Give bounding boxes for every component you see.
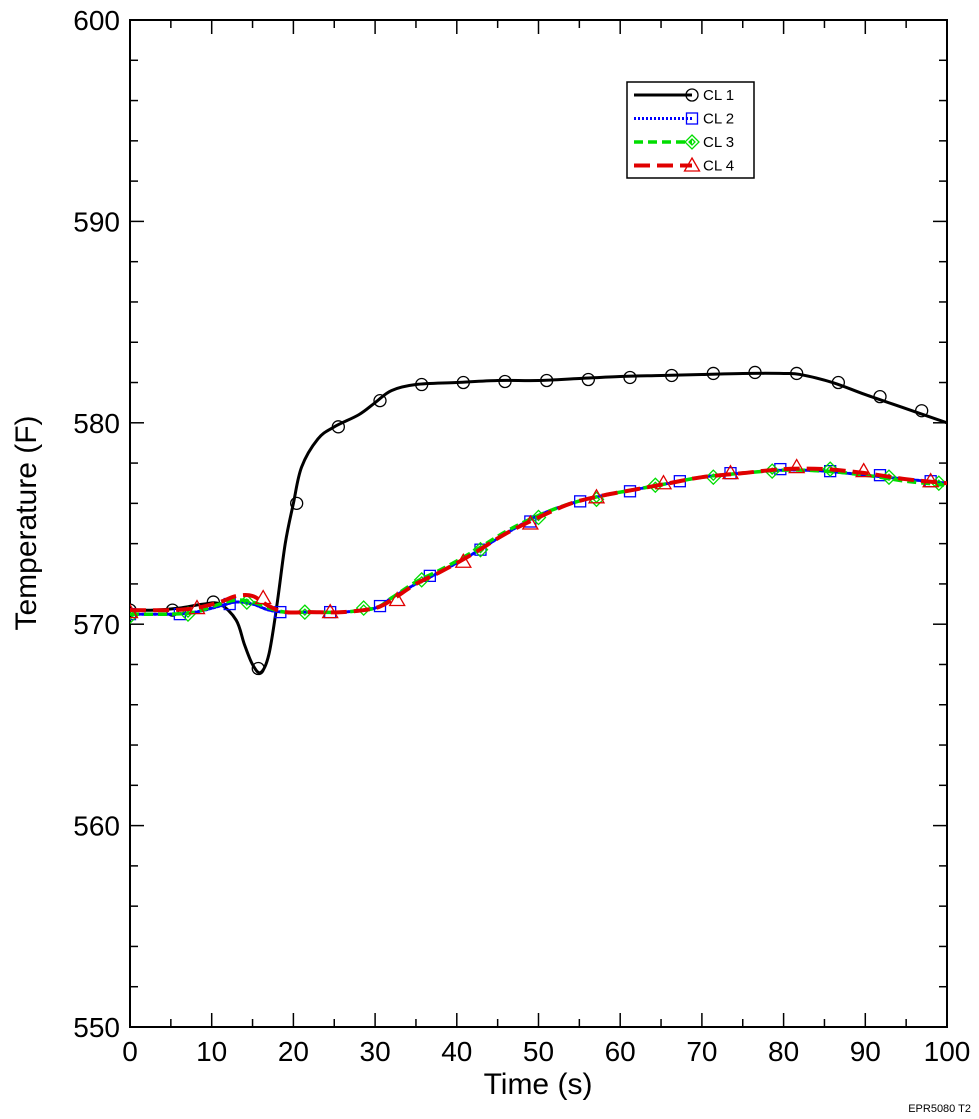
legend-item: CL 4	[634, 156, 734, 175]
x-tick-label: 30	[360, 1036, 391, 1067]
data-point-marker	[540, 373, 554, 388]
data-point-marker	[623, 370, 637, 385]
legend-items: CL 1 CL 2 CL 3 CL 4	[634, 87, 734, 175]
data-point-marker	[790, 366, 804, 381]
data-point-marker	[855, 462, 873, 478]
data-point-marker	[296, 604, 313, 621]
y-tick-label: 600	[73, 5, 120, 36]
data-point-marker	[706, 366, 720, 381]
legend-marker	[684, 134, 700, 150]
x-tick-label: 70	[686, 1036, 717, 1067]
data-point-marker	[873, 389, 887, 404]
data-point-marker	[331, 420, 345, 434]
x-tick-label: 10	[196, 1036, 227, 1067]
series-cl-3	[130, 461, 947, 625]
legend-label: CL 4	[703, 158, 734, 175]
x-axis-ticks: 0 10 20 30 40 50 60 70 80 90 100	[122, 20, 970, 1067]
legend-label: CL 3	[703, 134, 734, 151]
data-point-marker	[831, 375, 845, 390]
x-axis-title: Time (s)	[484, 1068, 593, 1101]
series-group	[130, 365, 947, 676]
x-tick-label: 0	[122, 1036, 138, 1067]
y-tick-label: 590	[73, 206, 120, 237]
data-point-marker	[290, 496, 304, 511]
legend-marker	[683, 156, 701, 172]
x-tick-label: 90	[850, 1036, 881, 1067]
legend-label: CL 2	[703, 111, 734, 128]
data-point-marker	[788, 458, 806, 474]
data-point-marker	[251, 661, 265, 676]
data-point-marker	[130, 603, 139, 619]
series-line	[130, 468, 947, 617]
x-tick-label: 100	[924, 1036, 971, 1067]
series-line	[130, 466, 947, 615]
data-point-marker	[498, 374, 512, 389]
legend-label: CL 1	[703, 87, 734, 104]
data-point-marker	[373, 599, 387, 613]
data-point-marker	[665, 368, 679, 383]
data-point-marker	[415, 377, 429, 392]
data-point-marker	[922, 472, 940, 488]
data-point-marker	[355, 600, 372, 617]
data-point-marker	[188, 599, 206, 615]
series-line	[130, 468, 947, 616]
data-point-marker	[456, 375, 470, 390]
y-axis-title: Temperature (F)	[10, 415, 43, 630]
legend-item: CL 3	[634, 134, 734, 151]
y-tick-label: 580	[73, 408, 120, 439]
data-point-marker	[915, 404, 929, 418]
x-tick-label: 60	[605, 1036, 636, 1067]
legend: CL 1 CL 2 CL 3 CL 4	[626, 81, 755, 179]
data-point-marker	[373, 393, 387, 408]
data-point-marker	[254, 589, 272, 605]
y-tick-label: 560	[73, 811, 120, 842]
plot-frame	[129, 19, 948, 1028]
series-cl-4	[130, 458, 947, 619]
series-cl-1	[130, 365, 947, 676]
data-point-marker-inner	[130, 612, 134, 621]
legend-box	[626, 81, 755, 179]
data-point-marker	[180, 606, 196, 623]
data-point-marker	[521, 514, 539, 530]
legend-marker	[685, 112, 699, 125]
figure-id: EPR5080 T2	[908, 1103, 971, 1115]
data-point-marker	[581, 372, 595, 387]
data-point-marker	[822, 461, 839, 478]
x-tick-label: 50	[523, 1036, 554, 1067]
x-tick-label: 40	[441, 1036, 472, 1067]
x-tick-label: 20	[278, 1036, 309, 1067]
legend-marker-inner	[688, 138, 696, 146]
y-tick-label: 570	[73, 609, 120, 640]
data-point-marker-inner	[300, 608, 309, 617]
data-point-marker	[321, 603, 339, 619]
legend-item: CL 2	[634, 111, 734, 128]
y-tick-label: 550	[73, 1012, 120, 1043]
x-tick-label: 80	[768, 1036, 799, 1067]
data-point-marker	[238, 594, 255, 610]
data-point-marker	[748, 365, 762, 380]
data-point-marker	[721, 464, 740, 480]
data-point-marker	[388, 591, 406, 607]
series-line	[130, 371, 947, 675]
data-point-marker	[587, 488, 606, 504]
legend-marker	[685, 88, 699, 102]
data-point-marker	[654, 474, 673, 490]
legend-item: CL 1	[634, 87, 734, 104]
data-point-marker-inner	[242, 598, 251, 606]
data-point-marker	[454, 552, 472, 568]
y-axis-ticks: 550 560 570 580 590 600	[73, 5, 947, 1043]
